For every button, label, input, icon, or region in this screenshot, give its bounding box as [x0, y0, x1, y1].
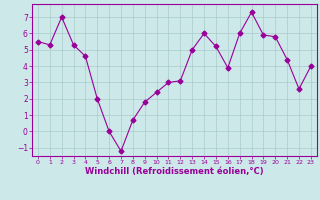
X-axis label: Windchill (Refroidissement éolien,°C): Windchill (Refroidissement éolien,°C)	[85, 167, 264, 176]
